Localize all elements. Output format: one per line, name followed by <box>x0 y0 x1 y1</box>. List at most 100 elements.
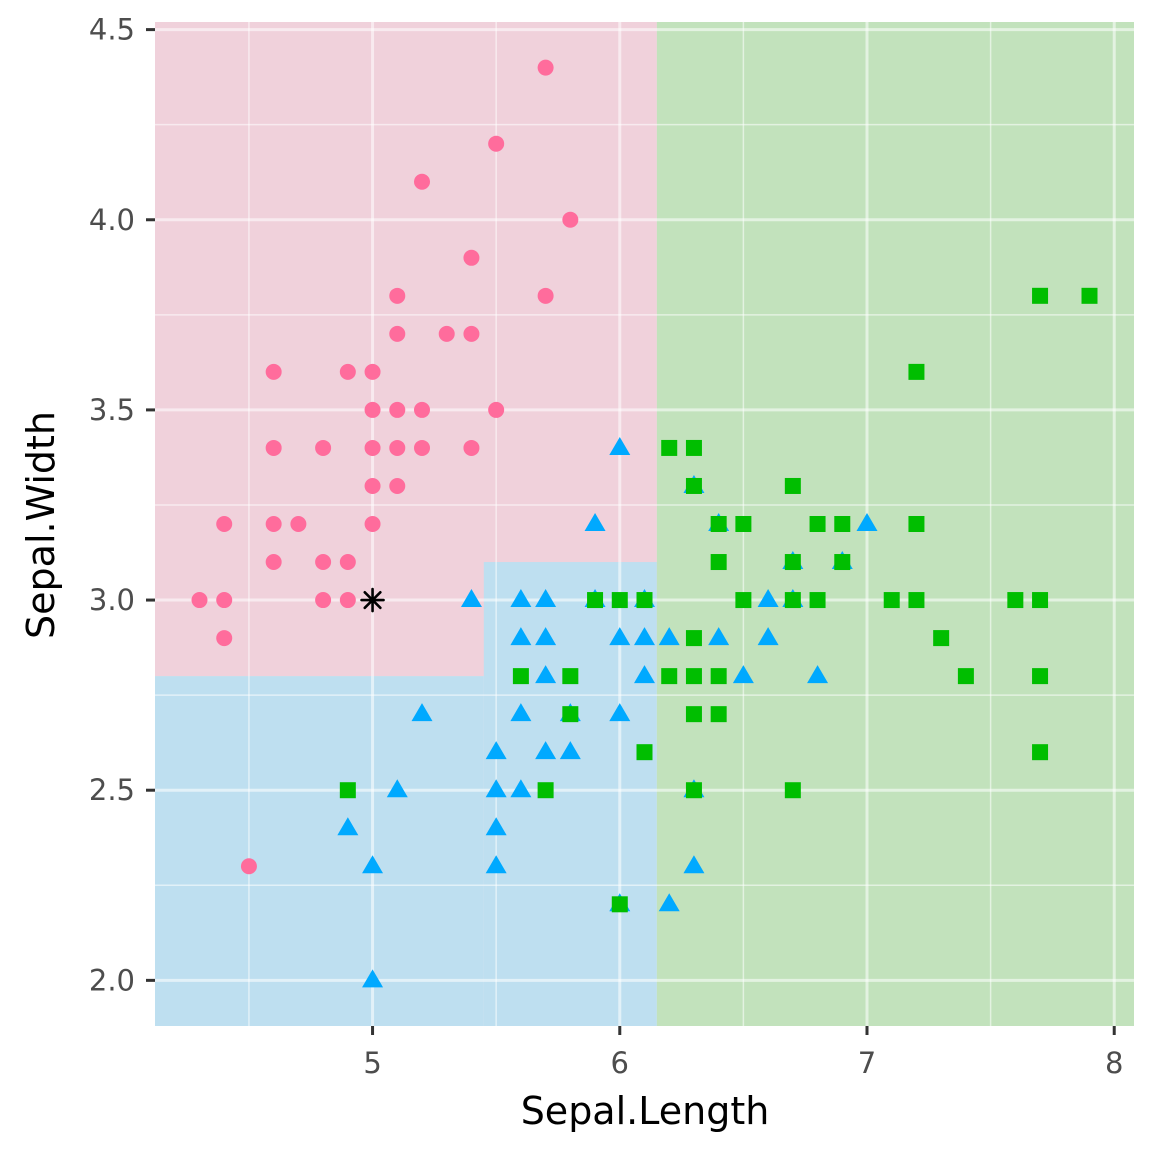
data-point-triangle <box>757 627 779 646</box>
data-point-triangle <box>559 741 581 760</box>
data-point-square <box>1032 744 1049 761</box>
data-point-square <box>710 516 727 532</box>
data-point-square <box>1032 592 1049 609</box>
data-point-circle <box>265 554 282 571</box>
data-point-circle <box>265 439 282 456</box>
data-point-square <box>685 668 702 685</box>
y-tick-label: 4.5 <box>89 13 135 47</box>
data-point-triangle <box>510 627 532 646</box>
data-point-square <box>1032 668 1049 685</box>
data-point-circle <box>364 477 381 494</box>
data-point-square <box>1032 287 1049 304</box>
region-a <box>155 562 484 677</box>
data-point-triangle <box>609 436 631 455</box>
data-point-square <box>784 554 801 571</box>
data-point-circle <box>315 554 332 571</box>
region-b <box>483 562 657 1026</box>
data-point-circle <box>562 211 579 228</box>
data-point-square <box>512 668 529 685</box>
data-point-triangle <box>386 779 408 798</box>
data-point-square <box>636 592 653 609</box>
data-point-circle <box>216 516 233 532</box>
data-point-triangle <box>658 627 680 646</box>
data-point-circle <box>488 135 505 152</box>
data-point-circle <box>339 554 356 571</box>
y-tick-label: 3.0 <box>89 583 135 617</box>
data-point-circle <box>339 592 356 609</box>
data-point-triangle <box>535 741 557 760</box>
asterisk-stroke <box>363 590 382 610</box>
x-tick-label: 7 <box>858 1046 876 1080</box>
data-point-circle <box>438 325 455 342</box>
data-point-circle <box>364 363 381 380</box>
region-b <box>155 676 484 1026</box>
data-point-square <box>933 630 950 647</box>
data-point-circle <box>364 401 381 418</box>
data-point-triangle <box>658 893 680 912</box>
data-point-square <box>685 782 702 799</box>
data-point-square <box>685 477 702 494</box>
data-point-square <box>710 706 727 723</box>
data-point-square <box>784 592 801 609</box>
data-point-triangle <box>757 589 779 608</box>
data-point-square <box>809 516 826 532</box>
data-point-triangle <box>337 817 359 836</box>
data-point-square <box>611 896 628 913</box>
data-point-circle <box>463 439 480 456</box>
highlight-point <box>360 587 385 613</box>
data-point-square <box>537 782 554 799</box>
data-point-triangle <box>485 779 507 798</box>
data-point-circle <box>389 439 406 456</box>
data-point-triangle <box>510 703 532 722</box>
data-point-triangle <box>708 627 730 646</box>
data-point-circle <box>315 592 332 609</box>
x-tick-label: 6 <box>611 1046 629 1080</box>
data-point-square <box>834 516 851 532</box>
data-point-square <box>636 744 653 761</box>
region-c <box>656 22 1134 1026</box>
data-point-square <box>562 668 579 685</box>
data-point-square <box>908 516 925 532</box>
data-point-circle <box>265 363 282 380</box>
data-point-square <box>611 592 628 609</box>
data-point-triangle <box>732 665 754 684</box>
data-point-square <box>908 363 925 380</box>
data-point-square <box>735 592 752 609</box>
data-point-triangle <box>609 627 631 646</box>
data-point-square <box>908 592 925 609</box>
data-point-triangle <box>510 779 532 798</box>
data-point-triangle <box>535 627 557 646</box>
data-points <box>191 59 1098 988</box>
data-point-triangle <box>460 589 482 608</box>
data-point-circle <box>339 363 356 380</box>
data-point-circle <box>537 59 554 76</box>
data-point-square <box>1081 287 1098 304</box>
data-point-circle <box>389 401 406 418</box>
data-point-circle <box>265 516 282 532</box>
data-point-square <box>339 782 356 799</box>
data-point-square <box>685 630 702 647</box>
x-tick-label: 5 <box>363 1046 381 1080</box>
data-point-circle <box>414 173 430 190</box>
data-point-circle <box>315 439 332 456</box>
y-tick-label: 2.5 <box>89 773 135 807</box>
data-point-triangle <box>634 627 655 646</box>
data-point-square <box>834 554 851 571</box>
data-point-circle <box>414 439 430 456</box>
data-point-square <box>784 477 801 494</box>
data-point-triangle <box>807 665 829 684</box>
y-axis-title: Sepal.Width <box>19 411 63 639</box>
data-point-square <box>957 668 974 685</box>
data-point-circle <box>389 477 406 494</box>
data-point-triangle <box>362 969 384 988</box>
y-tick-label: 4.0 <box>89 203 135 237</box>
axes: 5 6 7 8 2.0 2.5 3.0 3.5 4.0 4.5 <box>89 13 1124 1080</box>
data-point-square <box>587 592 604 609</box>
y-tick-label: 3.5 <box>89 393 135 427</box>
data-point-circle <box>414 401 430 418</box>
y-tick-label: 2.0 <box>89 963 135 997</box>
data-point-square <box>661 439 678 456</box>
data-point-circle <box>290 516 307 532</box>
data-point-triangle <box>485 741 507 760</box>
data-point-triangle <box>535 589 557 608</box>
